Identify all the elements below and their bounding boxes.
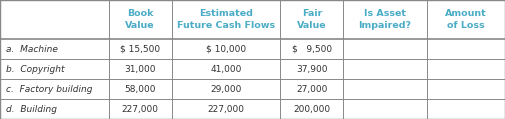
Bar <box>109 39 172 59</box>
Bar <box>343 79 427 99</box>
Text: Book
Value: Book Value <box>125 9 155 30</box>
Bar <box>0 59 109 79</box>
Bar <box>280 59 343 79</box>
Text: d.  Building: d. Building <box>6 104 57 114</box>
Text: c.  Factory building: c. Factory building <box>6 85 92 94</box>
Bar <box>109 59 172 79</box>
Bar <box>280 39 343 59</box>
Bar <box>172 59 280 79</box>
Bar <box>343 0 427 39</box>
Bar <box>172 79 280 99</box>
Bar <box>172 99 280 119</box>
Text: $ 10,000: $ 10,000 <box>206 45 246 54</box>
Bar <box>280 99 343 119</box>
Bar <box>0 79 109 99</box>
Text: 29,000: 29,000 <box>210 85 242 94</box>
Bar <box>0 39 109 59</box>
Text: 27,000: 27,000 <box>296 85 328 94</box>
Bar <box>343 39 427 59</box>
Bar <box>0 0 109 39</box>
Text: 41,000: 41,000 <box>210 65 242 74</box>
Text: Estimated
Future Cash Flows: Estimated Future Cash Flows <box>177 9 275 30</box>
Text: 227,000: 227,000 <box>208 104 244 114</box>
Bar <box>109 0 172 39</box>
Bar <box>343 99 427 119</box>
Text: Fair
Value: Fair Value <box>297 9 327 30</box>
Text: 200,000: 200,000 <box>293 104 330 114</box>
Text: Amount
of Loss: Amount of Loss <box>445 9 487 30</box>
Bar <box>427 39 505 59</box>
Bar <box>280 79 343 99</box>
Text: b.  Copyright: b. Copyright <box>6 65 65 74</box>
Bar <box>172 0 280 39</box>
Text: 58,000: 58,000 <box>124 85 156 94</box>
Text: 37,900: 37,900 <box>296 65 328 74</box>
Bar <box>427 59 505 79</box>
Text: $ 15,500: $ 15,500 <box>120 45 160 54</box>
Text: 31,000: 31,000 <box>124 65 156 74</box>
Text: Is Asset
Impaired?: Is Asset Impaired? <box>359 9 412 30</box>
Bar <box>427 0 505 39</box>
Bar <box>172 39 280 59</box>
Bar <box>343 59 427 79</box>
Bar <box>280 0 343 39</box>
Bar <box>427 79 505 99</box>
Bar <box>427 99 505 119</box>
Text: 227,000: 227,000 <box>122 104 159 114</box>
Bar <box>109 79 172 99</box>
Text: $   9,500: $ 9,500 <box>292 45 332 54</box>
Text: a.  Machine: a. Machine <box>6 45 58 54</box>
Bar <box>0 99 109 119</box>
Bar <box>109 99 172 119</box>
